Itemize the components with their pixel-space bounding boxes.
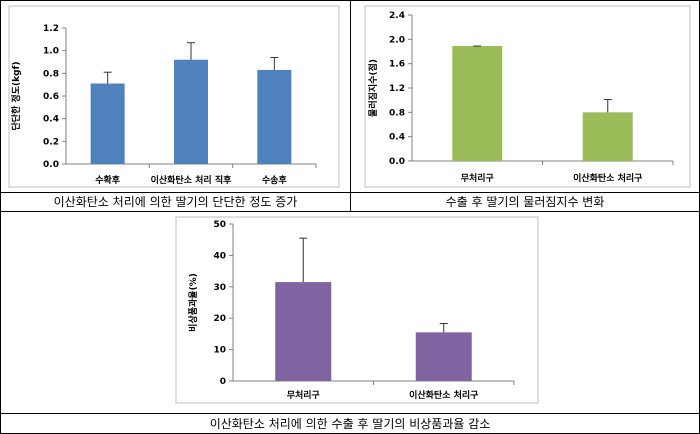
y-tick-label: 1.2: [389, 84, 405, 94]
chart-cell-nonmarketable: 0 10 20 30 40 50 비상품과율(%) 무처리구 이산화탄소 처리구 이산화탄소 처…: [0, 211, 700, 434]
bar: [275, 282, 332, 381]
chart-cell-softening: 0.0 0.4 0.8 1.2 1.6 2.0 2.4 물러짐지수(점) 무처리구 이산화탄소 처…: [350, 0, 700, 212]
y-tick-label: 30: [213, 283, 226, 293]
y-tick-label: 0.6: [43, 92, 59, 102]
y-tick-label: 1.2: [43, 24, 59, 34]
bar: [415, 332, 472, 381]
chart-frame: [175, 216, 539, 404]
y-tick-label: 0.2: [43, 137, 59, 147]
y-tick-label: 0: [220, 377, 226, 387]
bar: [174, 59, 208, 164]
x-category-label: 무처리구: [461, 172, 494, 184]
x-category-label: 수송후: [262, 174, 288, 186]
x-category-label: 무처리구: [287, 389, 320, 401]
y-tick-label: 1.6: [389, 60, 405, 70]
y-tick-label: 0.8: [43, 69, 59, 79]
bar: [257, 69, 292, 164]
y-tick-label: 50: [213, 220, 226, 230]
y-axis-label: 단단한 정도(kgf): [10, 61, 22, 130]
y-tick-label: 0.4: [43, 115, 59, 125]
y-tick-label: 10: [213, 346, 226, 356]
y-axis-label: 물러짐지수(점): [367, 59, 379, 117]
bar: [90, 83, 125, 164]
x-category-label: 수확후: [95, 174, 121, 186]
x-category-label: 이산화탄소 처리구: [573, 172, 642, 184]
y-tick-label: 0.0: [389, 157, 405, 167]
bar: [582, 112, 633, 161]
firmness-chart: 0.0 0.2 0.4 0.6 0.8 1.0 1.2 단단한 정도(kgf) 수확후 이산화탄소…: [8, 5, 340, 188]
y-tick-label: 20: [213, 314, 226, 324]
firmness-caption: 이산화탄소 처리에 의한 딸기의 단단한 정도 증가: [1, 192, 350, 211]
y-tick-label: 0.0: [43, 160, 59, 170]
y-tick-label: 2.0: [389, 35, 405, 45]
x-category-label: 이산화탄소 처리 직후: [151, 174, 233, 186]
bar: [452, 46, 503, 161]
y-tick-label: 40: [213, 251, 226, 261]
chart-frame: [364, 5, 691, 188]
softening-chart: 0.0 0.4 0.8 1.2 1.6 2.0 2.4 물러짐지수(점) 무처리구 이산화탄소 처…: [364, 5, 691, 188]
y-tick-label: 0.4: [389, 133, 405, 143]
y-axis-label: 비상품과율(%): [187, 273, 199, 332]
nonmarketable-chart: 0 10 20 30 40 50 비상품과율(%) 무처리구 이산화탄소 처리구: [175, 216, 539, 404]
softening-caption: 수출 후 딸기의 물러짐지수 변화: [351, 192, 699, 211]
y-tick-label: 0.8: [389, 108, 405, 118]
x-category-label: 이산화탄소 처리구: [409, 389, 478, 401]
nonmarketable-caption: 이산화탄소 처리에 의한 수출 후 딸기의 비상품과율 감소: [1, 413, 699, 433]
y-tick-label: 1.0: [43, 47, 59, 57]
y-tick-label: 2.4: [389, 11, 405, 21]
chart-cell-firmness: 0.0 0.2 0.4 0.6 0.8 1.0 1.2 단단한 정도(kgf) 수확후 이산화탄소…: [0, 0, 351, 212]
